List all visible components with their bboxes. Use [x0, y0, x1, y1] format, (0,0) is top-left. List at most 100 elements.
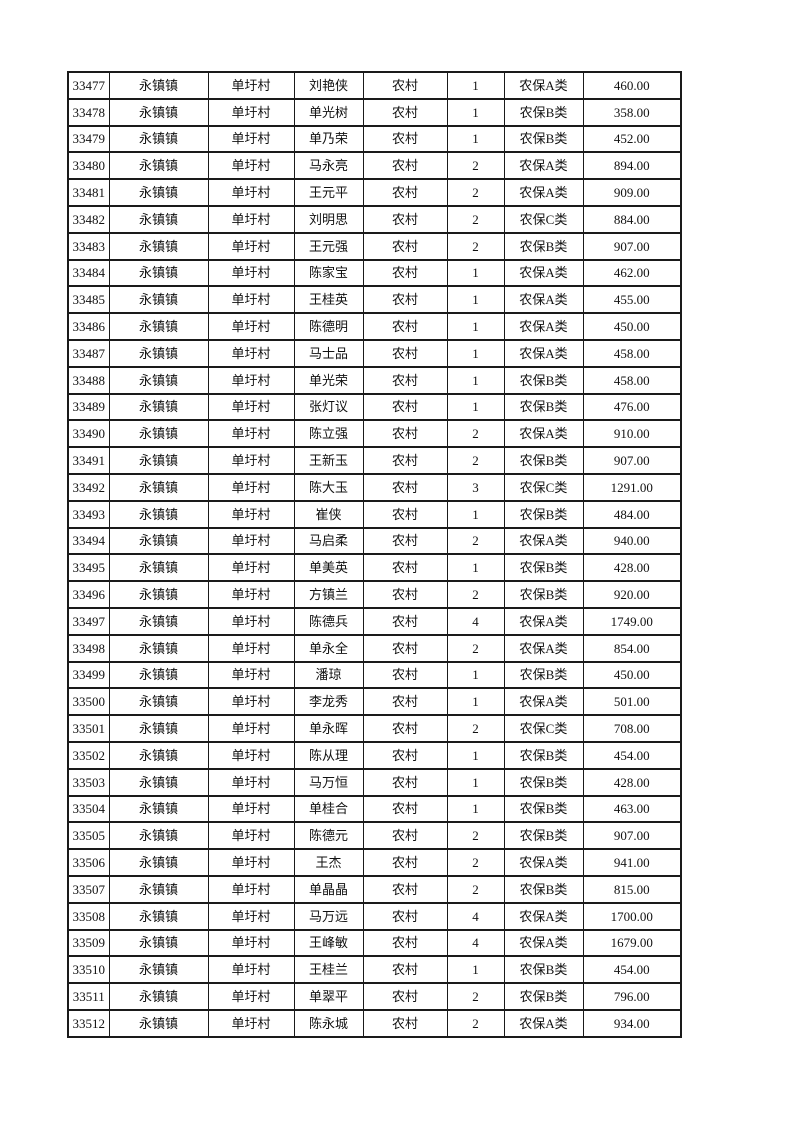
cell-record-id: 33497: [67, 606, 110, 636]
cell-village: 单圩村: [207, 982, 295, 1011]
cell-town: 永镇镇: [108, 874, 209, 904]
cell-category: 农村: [362, 660, 448, 690]
table-row: 33505 永镇镇 单圩村 陈德元 农村 2 农保B类 907.00: [67, 821, 682, 851]
cell-person-name: 单翠平: [293, 982, 364, 1011]
cell-town: 永镇镇: [108, 178, 209, 207]
cell-person-count: 2: [446, 633, 505, 663]
cell-insurance-type: 农保B类: [503, 955, 584, 985]
table-row: 33477 永镇镇 单圩村 刘艳侠 农村 1 农保A类 460.00: [67, 71, 682, 100]
cell-insurance-type: 农保A类: [503, 151, 584, 181]
cell-record-id: 33481: [67, 178, 110, 207]
cell-town: 永镇镇: [108, 633, 209, 663]
cell-person-count: 2: [446, 714, 505, 743]
cell-person-name: 单永全: [293, 633, 364, 663]
cell-person-count: 1: [446, 740, 505, 770]
cell-amount: 452.00: [582, 124, 682, 154]
cell-record-id: 33489: [67, 392, 110, 422]
cell-category: 农村: [362, 848, 448, 877]
cell-town: 永镇镇: [108, 472, 209, 502]
table-row: 33509 永镇镇 单圩村 王峰敏 农村 4 农保A类 1679.00: [67, 928, 682, 958]
cell-category: 农村: [362, 633, 448, 663]
cell-village: 单圩村: [207, 1008, 295, 1038]
cell-town: 永镇镇: [108, 204, 209, 234]
cell-record-id: 33500: [67, 687, 110, 717]
cell-amount: 454.00: [582, 740, 682, 770]
cell-town: 永镇镇: [108, 982, 209, 1011]
cell-person-count: 1: [446, 97, 505, 127]
cell-insurance-type: 农保A类: [503, 633, 584, 663]
table-row: 33482 永镇镇 单圩村 刘明思 农村 2 农保C类 884.00: [67, 204, 682, 234]
cell-village: 单圩村: [207, 794, 295, 824]
cell-person-name: 单光树: [293, 97, 364, 127]
cell-insurance-type: 农保B类: [503, 821, 584, 851]
table-row: 33488 永镇镇 单圩村 单光荣 农村 1 农保B类 458.00: [67, 365, 682, 395]
cell-person-name: 陈大玉: [293, 472, 364, 502]
cell-town: 永镇镇: [108, 499, 209, 529]
cell-person-name: 方镇兰: [293, 580, 364, 609]
cell-amount: 934.00: [582, 1008, 682, 1038]
beneficiary-table: 33477 永镇镇 单圩村 刘艳侠 农村 1 农保A类 460.00 33478 永镇镇 单圩村 单光…: [67, 71, 682, 1038]
cell-person-count: 1: [446, 365, 505, 395]
table-row: 33485 永镇镇 单圩村 王桂英 农村 1 农保A类 455.00: [67, 285, 682, 315]
cell-person-count: 1: [446, 392, 505, 422]
cell-insurance-type: 农保A类: [503, 848, 584, 877]
table-row: 33508 永镇镇 单圩村 马万远 农村 4 农保A类 1700.00: [67, 901, 682, 931]
cell-insurance-type: 农保B类: [503, 365, 584, 395]
cell-category: 农村: [362, 982, 448, 1011]
cell-insurance-type: 农保A类: [503, 419, 584, 449]
cell-category: 农村: [362, 955, 448, 985]
cell-category: 农村: [362, 285, 448, 315]
cell-person-name: 马永亮: [293, 151, 364, 181]
cell-person-name: 单光荣: [293, 365, 364, 395]
cell-person-count: 4: [446, 928, 505, 958]
cell-record-id: 33507: [67, 874, 110, 904]
cell-record-id: 33512: [67, 1008, 110, 1038]
cell-insurance-type: 农保B类: [503, 740, 584, 770]
cell-category: 农村: [362, 338, 448, 368]
cell-category: 农村: [362, 580, 448, 609]
cell-amount: 796.00: [582, 982, 682, 1011]
cell-record-id: 33491: [67, 446, 110, 475]
cell-village: 单圩村: [207, 633, 295, 663]
cell-village: 单圩村: [207, 955, 295, 985]
cell-category: 农村: [362, 740, 448, 770]
cell-insurance-type: 农保B类: [503, 660, 584, 690]
cell-village: 单圩村: [207, 178, 295, 207]
cell-amount: 854.00: [582, 633, 682, 663]
cell-person-name: 张灯议: [293, 392, 364, 422]
cell-insurance-type: 农保C类: [503, 472, 584, 502]
cell-category: 农村: [362, 767, 448, 797]
table-row: 33493 永镇镇 单圩村 崔侠 农村 1 农保B类 484.00: [67, 499, 682, 529]
cell-record-id: 33477: [67, 71, 110, 100]
cell-amount: 501.00: [582, 687, 682, 717]
table-row: 33506 永镇镇 单圩村 王杰 农村 2 农保A类 941.00: [67, 848, 682, 877]
table-row: 33489 永镇镇 单圩村 张灯议 农村 1 农保B类 476.00: [67, 392, 682, 422]
cell-person-count: 1: [446, 312, 505, 341]
cell-village: 单圩村: [207, 419, 295, 449]
cell-town: 永镇镇: [108, 580, 209, 609]
table-row: 33500 永镇镇 单圩村 李龙秀 农村 1 农保A类 501.00: [67, 687, 682, 717]
cell-town: 永镇镇: [108, 848, 209, 877]
cell-town: 永镇镇: [108, 1008, 209, 1038]
table-row: 33492 永镇镇 单圩村 陈大玉 农村 3 农保C类 1291.00: [67, 472, 682, 502]
cell-insurance-type: 农保A类: [503, 258, 584, 288]
cell-category: 农村: [362, 1008, 448, 1038]
cell-person-name: 马万恒: [293, 767, 364, 797]
table-row: 33502 永镇镇 单圩村 陈从理 农村 1 农保B类 454.00: [67, 740, 682, 770]
cell-category: 农村: [362, 472, 448, 502]
cell-record-id: 33504: [67, 794, 110, 824]
cell-village: 单圩村: [207, 499, 295, 529]
cell-category: 农村: [362, 553, 448, 583]
cell-category: 农村: [362, 365, 448, 395]
cell-town: 永镇镇: [108, 312, 209, 341]
cell-person-count: 1: [446, 955, 505, 985]
table-row: 33499 永镇镇 单圩村 潘琼 农村 1 农保B类 450.00: [67, 660, 682, 690]
cell-person-count: 2: [446, 178, 505, 207]
cell-person-count: 2: [446, 446, 505, 475]
cell-amount: 458.00: [582, 338, 682, 368]
cell-amount: 458.00: [582, 365, 682, 395]
cell-village: 单圩村: [207, 204, 295, 234]
cell-town: 永镇镇: [108, 794, 209, 824]
cell-person-count: 1: [446, 767, 505, 797]
cell-record-id: 33482: [67, 204, 110, 234]
